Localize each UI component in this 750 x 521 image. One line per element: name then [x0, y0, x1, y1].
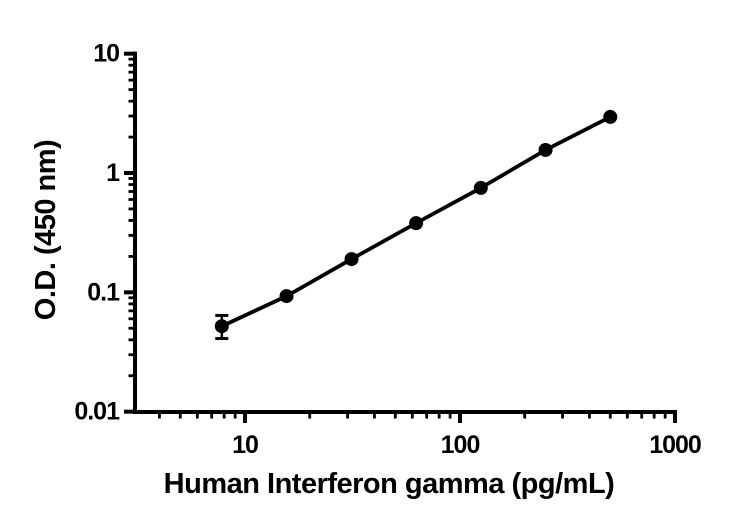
- x-tick-label: 100: [441, 431, 480, 459]
- data-point: [409, 216, 424, 231]
- data-point: [473, 180, 488, 195]
- plot-area: 10 100 1000 10 1 0.1 0.01: [74, 40, 702, 459]
- x-tick-label: 1000: [649, 431, 701, 459]
- y-axis-title: O.D. (450 nm): [30, 140, 62, 320]
- y-tick-label: 0.1: [87, 278, 120, 306]
- x-tick-label: 10: [232, 431, 258, 459]
- data-point: [344, 252, 359, 267]
- y-tick-label: 1: [106, 159, 120, 187]
- y-tick-label: 0.01: [74, 398, 120, 426]
- data-point: [279, 289, 294, 304]
- y-tick-label: 10: [93, 40, 119, 68]
- data-point: [214, 319, 229, 334]
- x-axis-title: Human Interferon gamma (pg/mL): [164, 468, 615, 500]
- data-point: [538, 142, 553, 157]
- data-point: [603, 109, 618, 124]
